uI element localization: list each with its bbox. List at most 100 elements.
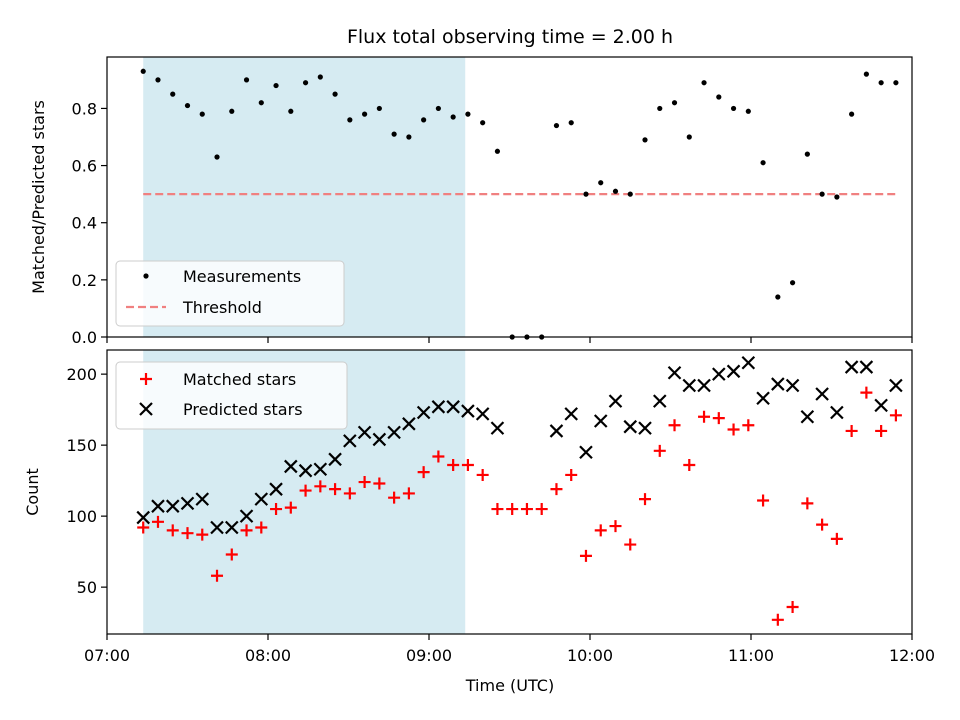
- matched-star-point: [329, 483, 342, 496]
- y-tick-label: 150: [66, 436, 97, 455]
- measurement-point: [775, 294, 781, 300]
- predicted-star-point: [402, 417, 416, 431]
- predicted-star-point: [165, 499, 180, 513]
- matched-star-point: [757, 494, 770, 507]
- predicted-star-point: [136, 510, 151, 525]
- predicted-star-point: [844, 360, 859, 374]
- measurement-point: [376, 105, 382, 112]
- top-y-axis: 0.0 0.2 0.4 0.6 0.8: [72, 99, 107, 347]
- matched-star-point: [565, 468, 578, 481]
- measurement-point: [849, 111, 855, 117]
- matched-star-point: [594, 524, 607, 537]
- measurement-point: [819, 191, 825, 197]
- predicted-star-point: [667, 365, 682, 380]
- predicted-star-point: [726, 364, 741, 379]
- bottom-plot-frame: [106, 349, 913, 635]
- matched-star-point: [255, 521, 268, 534]
- measurement-point: [406, 134, 412, 140]
- measurement-point: [155, 77, 161, 83]
- predicted-star-point: [623, 419, 638, 434]
- matched-star-point: [225, 548, 238, 561]
- matched-star-point: [491, 503, 504, 516]
- legend-predicted-label: Predicted stars: [183, 400, 303, 419]
- bottom-y-axis: 50 100 150 200: [66, 365, 107, 597]
- legend-matched-label: Matched stars: [183, 370, 296, 389]
- bottom-y-axis-label: Count: [23, 468, 42, 516]
- matched-star-point: [801, 497, 814, 510]
- matched-star-point: [683, 459, 696, 472]
- matched-star-point: [506, 503, 519, 516]
- matched-star-point: [653, 444, 666, 457]
- measurement-point: [760, 160, 766, 166]
- measurement-point: [435, 105, 441, 112]
- measurement-point: [421, 117, 427, 123]
- matched-star-point: [875, 424, 888, 437]
- matched-star-point: [417, 466, 430, 479]
- matched-star-point: [639, 493, 652, 506]
- legend-threshold-label: Threshold: [182, 298, 262, 317]
- matched-star-point: [388, 491, 401, 504]
- bottom-x-axis: 07:00 08:00 09:00 10:00 11:00 12:00: [84, 634, 935, 665]
- measurement-point: [480, 120, 486, 126]
- predicted-star-point: [756, 391, 770, 406]
- matched-stars-points: [137, 386, 902, 626]
- top-plot-frame: [106, 56, 913, 338]
- predicted-star-point: [608, 394, 623, 408]
- y-tick-label: 0.4: [72, 214, 97, 233]
- matched-star-point: [550, 483, 563, 496]
- measurement-point: [671, 100, 678, 106]
- matched-star-point: [712, 412, 725, 425]
- measurement-point: [686, 134, 692, 140]
- measurement-point: [347, 117, 353, 123]
- matched-star-point: [889, 409, 902, 422]
- x-tick-label: 11:00: [728, 646, 774, 665]
- chart-title: Flux total observing time = 2.00 h: [347, 26, 673, 48]
- matched-star-point: [284, 501, 297, 514]
- predicted-stars-points: [136, 356, 903, 535]
- predicted-star-point: [771, 377, 785, 391]
- measurement-point: [583, 191, 589, 197]
- predicted-star-point: [800, 409, 815, 424]
- measurement-point: [184, 102, 191, 109]
- matched-star-point: [343, 487, 356, 500]
- predicted-star-point: [697, 378, 711, 393]
- predicted-star-point: [638, 421, 652, 435]
- predicted-star-point: [874, 398, 888, 413]
- predicted-star-point: [461, 404, 475, 418]
- measurement-point: [863, 71, 869, 77]
- matched-star-point: [299, 484, 312, 497]
- predicted-star-point: [741, 356, 756, 370]
- matched-star-point: [698, 410, 711, 423]
- predicted-star-point: [682, 378, 697, 393]
- measurement-point: [302, 80, 309, 86]
- predicted-star-point: [446, 400, 460, 414]
- measurement-point: [494, 148, 501, 154]
- legend-measurements-label: Measurements: [183, 267, 301, 286]
- predicted-star-point: [490, 421, 505, 435]
- predicted-star-point: [859, 360, 874, 374]
- matched-star-point: [240, 524, 253, 537]
- matched-star-point: [668, 419, 681, 432]
- matched-star-point: [314, 480, 327, 493]
- bottom-legend: Matched stars Predicted stars: [115, 361, 348, 430]
- x-tick-label: 09:00: [406, 646, 452, 665]
- predicted-star-point: [712, 367, 726, 381]
- measurement-point: [553, 122, 560, 129]
- predicted-star-point: [475, 407, 490, 421]
- predicted-star-point: [195, 492, 210, 506]
- predicted-star-point: [343, 434, 357, 448]
- measurement-point: [745, 108, 751, 114]
- predicted-star-point: [224, 520, 239, 535]
- measurement-point: [214, 154, 220, 160]
- predicted-star-point: [357, 425, 372, 440]
- measurement-point: [789, 280, 796, 286]
- x-tick-label: 10:00: [567, 646, 613, 665]
- measurement-point: [199, 111, 205, 117]
- matched-star-point: [786, 601, 799, 614]
- predicted-star-point: [151, 499, 165, 513]
- predicted-star-point: [549, 424, 564, 438]
- y-tick-label: 50: [77, 578, 97, 597]
- matched-star-point: [535, 503, 548, 516]
- measurement-point: [288, 108, 294, 114]
